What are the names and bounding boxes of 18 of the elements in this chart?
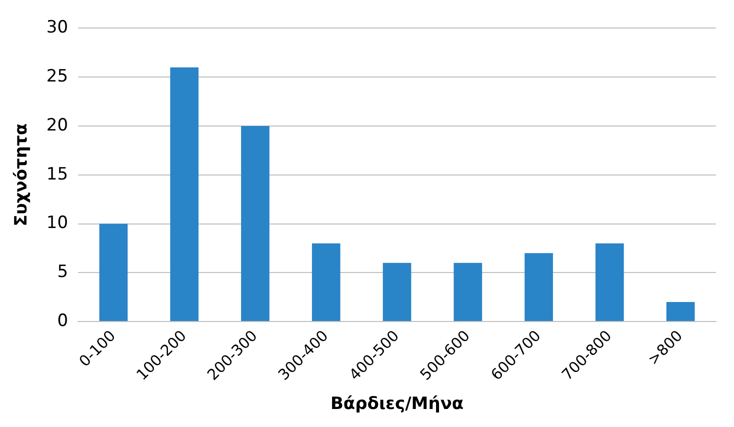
bar [170,67,199,322]
y-tick-label: 20 [46,115,68,136]
bar [312,243,340,322]
x-axis-title: Βάρδιες/Μήνα [330,394,464,414]
y-axis-title: Συχνότητα [12,123,32,226]
y-tick-label: 30 [46,18,68,38]
y-tick-label: 15 [46,164,68,184]
bar [524,253,553,322]
y-tick-label: 5 [57,262,68,282]
y-tick-label: 10 [46,213,68,234]
y-tick-label: 25 [46,66,68,87]
bar [595,243,624,322]
bar [241,126,270,322]
bar [454,262,482,322]
bar [99,224,128,322]
bar [666,302,695,322]
y-tick-label: 0 [57,310,68,331]
bar [382,262,412,322]
